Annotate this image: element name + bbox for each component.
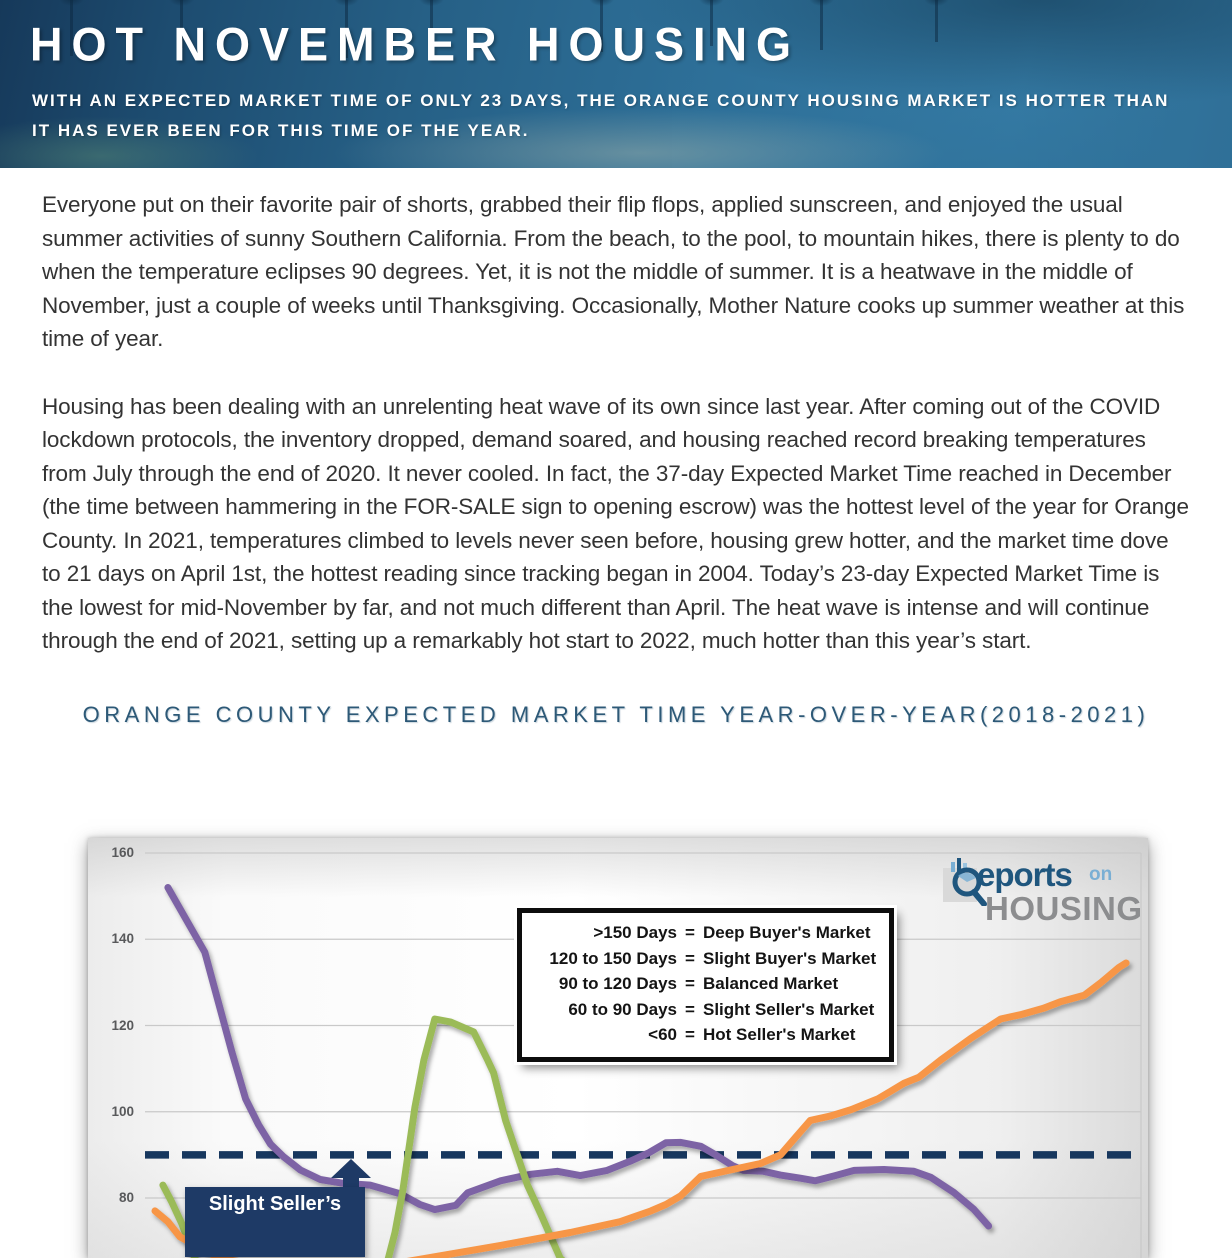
legend-label: Hot Seller's Market: [703, 1022, 876, 1048]
legend-equals-sign: =: [682, 1022, 698, 1048]
legend-row: 120 to 150 Days=Slight Buyer's Market: [535, 946, 876, 972]
legend-range: >150 Days: [535, 920, 677, 946]
logo-word-housing: HOUSING: [985, 890, 1143, 928]
legend-label: Balanced Market: [703, 971, 876, 997]
logo-word-eports: eports: [977, 856, 1072, 894]
legend-row: 60 to 90 Days=Slight Seller's Market: [535, 997, 876, 1023]
legend-range: 90 to 120 Days: [535, 971, 677, 997]
reports-on-housing-logo: eports on HOUSING: [943, 854, 1143, 896]
slight-sellers-callout: Slight Seller’s: [185, 1187, 365, 1257]
legend-equals-sign: =: [682, 946, 698, 972]
page-title: HOT NOVEMBER HOUSING: [30, 20, 800, 68]
callout-label: Slight Seller’s: [185, 1193, 365, 1216]
legend-row: <60=Hot Seller's Market: [535, 1022, 876, 1048]
article-body: Everyone put on their favorite pair of s…: [0, 188, 1232, 728]
y-axis-tick: 160: [92, 845, 134, 860]
palm-tree-silhouette: [820, 0, 823, 50]
y-axis-tick: 100: [92, 1104, 134, 1119]
y-axis-tick: 140: [92, 931, 134, 946]
legend-equals-sign: =: [682, 971, 698, 997]
legend-row: >150 Days=Deep Buyer's Market: [535, 920, 876, 946]
legend-row: 90 to 120 Days=Balanced Market: [535, 971, 876, 997]
palm-tree-silhouette: [935, 0, 938, 42]
legend-label: Slight Seller's Market: [703, 997, 876, 1023]
legend-equals-sign: =: [682, 920, 698, 946]
y-axis-tick: 120: [92, 1018, 134, 1033]
hero-banner: HOT NOVEMBER HOUSING WITH AN EXPECTED MA…: [0, 0, 1232, 168]
y-axis-tick: 80: [92, 1190, 134, 1205]
chart-heading: ORANGE COUNTY EXPECTED MARKET TIME YEAR-…: [42, 702, 1190, 728]
page: HOT NOVEMBER HOUSING WITH AN EXPECTED MA…: [0, 0, 1232, 728]
legend-range: 120 to 150 Days: [535, 946, 677, 972]
legend-label: Deep Buyer's Market: [703, 920, 876, 946]
legend-range: <60: [535, 1022, 677, 1048]
legend-range: 60 to 90 Days: [535, 997, 677, 1023]
paragraph-housing: Housing has been dealing with an unrelen…: [42, 390, 1190, 658]
logo-word-on: on: [1089, 864, 1112, 886]
hero-subtitle: WITH AN EXPECTED MARKET TIME OF ONLY 23 …: [32, 86, 1192, 146]
legend-label: Slight Buyer's Market: [703, 946, 876, 972]
legend-equals-sign: =: [682, 997, 698, 1023]
paragraph-summer: Everyone put on their favorite pair of s…: [42, 188, 1190, 356]
